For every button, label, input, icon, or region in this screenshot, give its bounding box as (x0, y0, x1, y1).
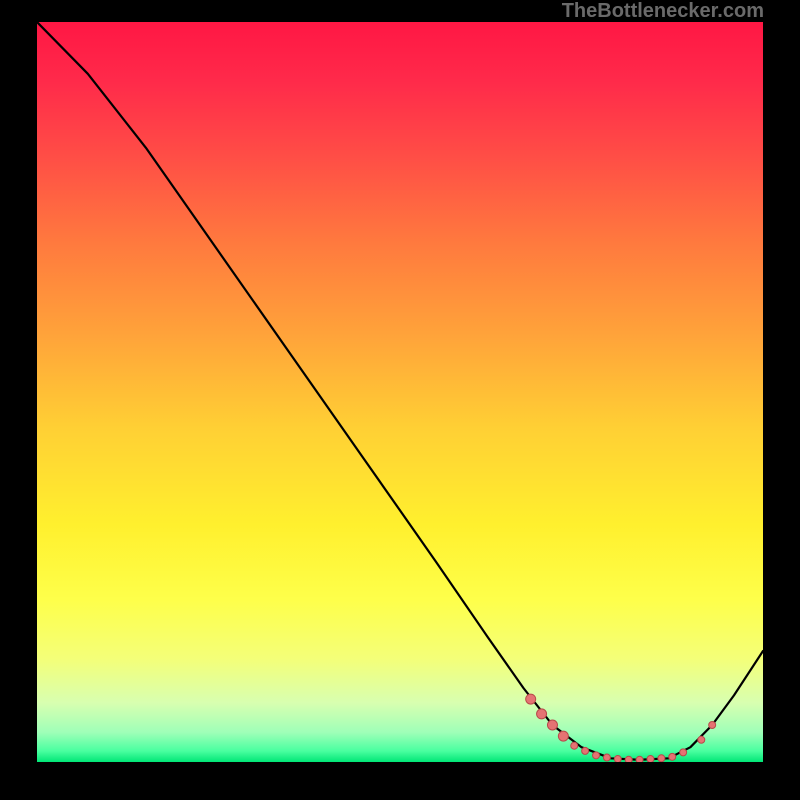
watermark-text: TheBottlenecker.com (562, 0, 764, 23)
curve-marker (603, 754, 610, 761)
curve-marker (625, 756, 632, 762)
curve-marker (558, 731, 568, 741)
bottleneck-curve (37, 22, 763, 760)
marker-group (526, 694, 716, 762)
curve-marker (669, 753, 676, 760)
curve-marker (593, 752, 600, 759)
curve-marker (547, 720, 557, 730)
curve-marker (582, 747, 589, 754)
curve-marker (537, 709, 547, 719)
plot-area (37, 22, 763, 762)
curve-marker (698, 736, 705, 743)
curve-marker (571, 742, 578, 749)
curve-layer (37, 22, 763, 762)
curve-marker (614, 756, 621, 762)
curve-marker (647, 756, 654, 762)
curve-marker (680, 749, 687, 756)
curve-marker (658, 755, 665, 762)
curve-marker (636, 756, 643, 762)
curve-marker (526, 694, 536, 704)
chart-container: TheBottlenecker.com (0, 0, 800, 800)
curve-marker (709, 722, 716, 729)
